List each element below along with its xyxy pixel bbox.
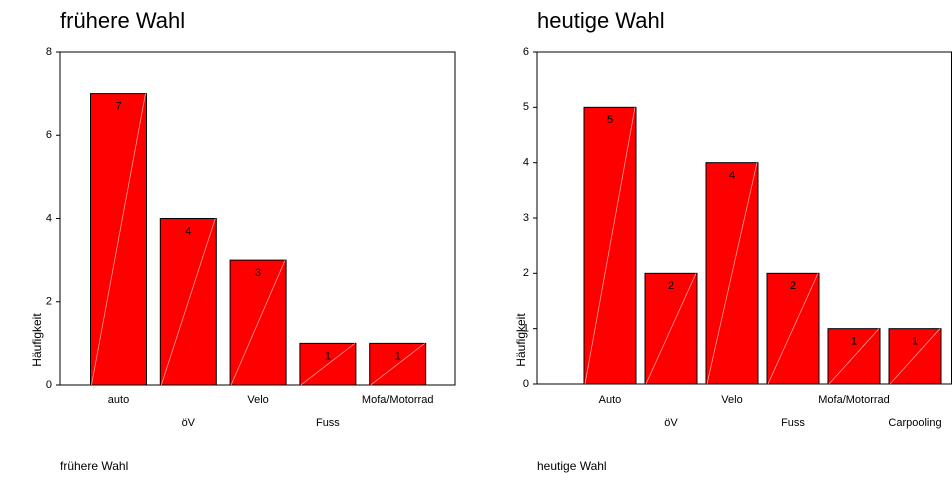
bar-hatch [645, 273, 697, 385]
value-label: 1 [325, 350, 331, 362]
y-axis-label: Häufigkeit [30, 313, 44, 367]
y-tick-label: 4 [46, 212, 52, 224]
y-tick-label: 1 [523, 323, 529, 335]
y-tick-label: 6 [46, 129, 52, 141]
y-tick-label: 2 [523, 267, 529, 279]
x-axis-label: heutige Wahl [537, 459, 607, 473]
bar-hatch [300, 343, 356, 386]
x-tick-label: öV [182, 417, 196, 429]
x-tick-label: Auto [599, 394, 622, 406]
chart-title: heutige Wahl [537, 8, 665, 33]
chart-title: frühere Wahl [60, 8, 185, 33]
bar-hatch [91, 93, 146, 386]
bar-hatch [767, 273, 819, 385]
value-label: 5 [607, 114, 613, 126]
x-tick-label: Velo [721, 394, 742, 406]
y-tick-label: 0 [46, 379, 52, 391]
x-tick-label: Fuss [781, 417, 805, 429]
value-label: 1 [912, 336, 918, 348]
y-tick-label: 5 [523, 101, 529, 113]
value-label: 3 [255, 267, 261, 279]
x-axis-label: frühere Wahl [60, 459, 128, 473]
value-label: 4 [185, 225, 191, 237]
y-tick-label: 0 [523, 378, 529, 390]
x-tick-label: Carpooling [888, 417, 941, 429]
value-label: 2 [790, 280, 796, 292]
value-label: 1 [395, 350, 401, 362]
value-label: 7 [115, 101, 121, 113]
bar-hatch [370, 343, 425, 386]
bar-hatch [828, 328, 880, 385]
value-label: 4 [729, 170, 735, 182]
bar-hatch [160, 218, 216, 386]
value-label: 2 [668, 280, 674, 292]
y-tick-label: 8 [46, 46, 52, 58]
y-tick-label: 4 [523, 157, 529, 169]
y-tick-label: 2 [46, 296, 52, 308]
y-axis-label: Häufigkeit [514, 313, 528, 367]
bar-hatch [706, 162, 758, 385]
bar-hatch [584, 107, 636, 385]
bar-hatch [889, 328, 941, 385]
x-tick-label: öV [664, 417, 678, 429]
x-tick-label: Mofa/Motorrad [818, 394, 890, 406]
x-tick-label: auto [108, 394, 129, 406]
y-tick-label: 6 [523, 46, 529, 58]
value-label: 1 [851, 336, 857, 348]
y-tick-label: 3 [523, 212, 529, 224]
x-tick-label: Fuss [316, 417, 340, 429]
x-tick-label: Mofa/Motorrad [362, 394, 434, 406]
bar-hatch [230, 259, 286, 386]
x-tick-label: Velo [247, 394, 268, 406]
